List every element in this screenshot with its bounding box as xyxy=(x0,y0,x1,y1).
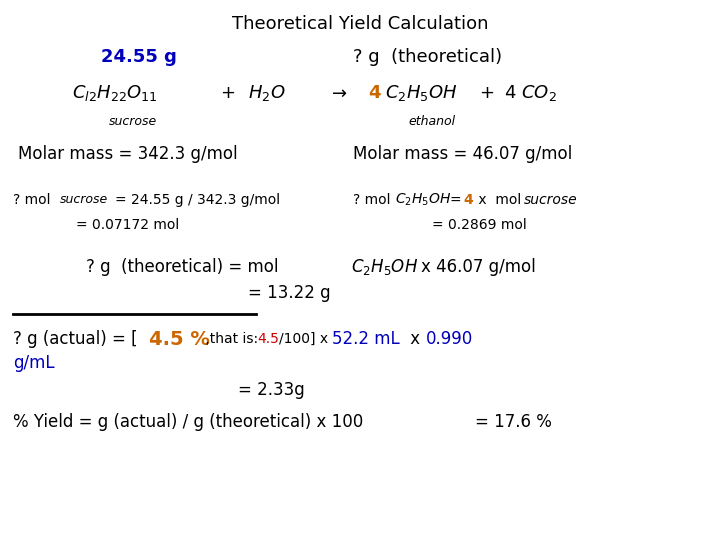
Text: $C_{l2}H_{22}O_{11}$: $C_{l2}H_{22}O_{11}$ xyxy=(72,83,158,103)
Text: = 2.33g: = 2.33g xyxy=(238,381,305,399)
Text: = 17.6 %: = 17.6 % xyxy=(475,413,552,431)
Text: Molar mass = 46.07 g/mol: Molar mass = 46.07 g/mol xyxy=(353,145,572,163)
Text: Molar mass = 342.3 g/mol: Molar mass = 342.3 g/mol xyxy=(18,145,238,163)
Text: % Yield = g (actual) / g (theoretical) x 100: % Yield = g (actual) / g (theoretical) x… xyxy=(13,413,363,431)
Text: ? mol: ? mol xyxy=(13,193,55,207)
Text: ? g (actual) = [: ? g (actual) = [ xyxy=(13,330,138,348)
Text: $C_2H_5OH$: $C_2H_5OH$ xyxy=(351,257,418,278)
Text: =: = xyxy=(450,193,466,207)
Text: $C_2H_5OH$: $C_2H_5OH$ xyxy=(385,83,457,103)
Text: $+$: $+$ xyxy=(220,84,235,102)
Text: sucrose: sucrose xyxy=(523,193,577,207)
Text: x  mol: x mol xyxy=(474,193,526,207)
Text: 24.55 g: 24.55 g xyxy=(101,48,176,66)
Text: ? g  (theoretical): ? g (theoretical) xyxy=(353,48,502,66)
Text: $+$: $+$ xyxy=(479,84,494,102)
Text: 0.990: 0.990 xyxy=(426,330,473,348)
Text: 4: 4 xyxy=(464,193,474,207)
Text: $4\ CO_2$: $4\ CO_2$ xyxy=(504,83,557,103)
Text: 52.2 mL: 52.2 mL xyxy=(332,330,400,348)
Text: ? g  (theoretical) = mol: ? g (theoretical) = mol xyxy=(86,258,284,276)
Text: $H_2O$: $H_2O$ xyxy=(248,83,286,103)
Text: = 13.22 g: = 13.22 g xyxy=(248,284,331,302)
Text: $C_2H_5OH$: $C_2H_5OH$ xyxy=(395,192,451,208)
Text: sucrose: sucrose xyxy=(60,193,108,206)
Text: ,that is:: ,that is: xyxy=(201,332,262,346)
Text: 4.5 %: 4.5 % xyxy=(149,329,210,349)
Text: 4.5: 4.5 xyxy=(257,332,279,346)
Text: $\rightarrow$: $\rightarrow$ xyxy=(328,84,347,102)
Text: g/mL: g/mL xyxy=(13,354,55,372)
Text: x 46.07 g/mol: x 46.07 g/mol xyxy=(421,258,536,276)
Text: = 24.55 g / 342.3 g/mol: = 24.55 g / 342.3 g/mol xyxy=(115,193,280,207)
Text: /100] x: /100] x xyxy=(279,332,332,346)
Text: = 0.07172 mol: = 0.07172 mol xyxy=(76,218,179,232)
Text: 4: 4 xyxy=(369,84,381,102)
Text: sucrose: sucrose xyxy=(109,115,158,128)
Text: ethanol: ethanol xyxy=(408,115,456,128)
Text: Theoretical Yield Calculation: Theoretical Yield Calculation xyxy=(232,15,488,33)
Text: x: x xyxy=(405,330,426,348)
Text: ? mol: ? mol xyxy=(353,193,395,207)
Text: = 0.2869 mol: = 0.2869 mol xyxy=(432,218,527,232)
